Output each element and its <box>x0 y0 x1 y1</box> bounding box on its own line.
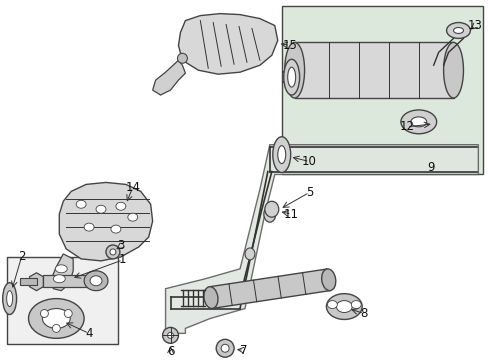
Ellipse shape <box>283 59 299 95</box>
Ellipse shape <box>272 137 290 172</box>
Bar <box>281 6 482 175</box>
Ellipse shape <box>400 110 436 134</box>
Ellipse shape <box>96 205 106 213</box>
Ellipse shape <box>264 206 275 222</box>
Ellipse shape <box>3 283 17 315</box>
Text: 14: 14 <box>125 181 140 194</box>
Ellipse shape <box>41 310 48 318</box>
Polygon shape <box>165 145 477 333</box>
Text: 13: 13 <box>467 19 482 32</box>
Ellipse shape <box>111 225 121 233</box>
Text: 1: 1 <box>119 253 126 266</box>
Ellipse shape <box>350 301 361 309</box>
Text: 11: 11 <box>284 208 299 221</box>
Ellipse shape <box>203 287 218 309</box>
Text: 10: 10 <box>302 155 316 168</box>
Polygon shape <box>51 254 73 291</box>
Ellipse shape <box>116 202 125 210</box>
Ellipse shape <box>452 27 463 33</box>
Text: 3: 3 <box>117 239 124 252</box>
Ellipse shape <box>53 275 65 283</box>
Text: 12: 12 <box>399 120 413 133</box>
Ellipse shape <box>7 291 13 307</box>
Bar <box>43 275 88 287</box>
Text: 8: 8 <box>360 307 367 320</box>
Ellipse shape <box>221 344 229 352</box>
Text: 15: 15 <box>282 39 297 52</box>
Ellipse shape <box>277 146 285 163</box>
Text: 6: 6 <box>166 345 174 358</box>
Bar <box>7 257 118 344</box>
Ellipse shape <box>327 301 337 309</box>
Text: 5: 5 <box>305 186 313 199</box>
Polygon shape <box>29 273 43 291</box>
Polygon shape <box>178 14 277 74</box>
Ellipse shape <box>336 301 351 312</box>
Ellipse shape <box>167 332 173 338</box>
Ellipse shape <box>244 248 254 260</box>
Text: 7: 7 <box>240 344 247 357</box>
Ellipse shape <box>326 294 362 319</box>
Ellipse shape <box>321 269 335 291</box>
Ellipse shape <box>284 42 304 98</box>
Ellipse shape <box>106 245 120 259</box>
Polygon shape <box>209 269 330 309</box>
Ellipse shape <box>55 265 67 273</box>
Text: 4: 4 <box>85 327 93 340</box>
Ellipse shape <box>410 117 426 127</box>
Ellipse shape <box>84 271 108 291</box>
Ellipse shape <box>84 223 94 231</box>
Bar <box>294 42 452 98</box>
Ellipse shape <box>127 213 138 221</box>
Text: 9: 9 <box>426 161 433 174</box>
Ellipse shape <box>76 200 86 208</box>
Ellipse shape <box>177 53 187 63</box>
Ellipse shape <box>42 309 70 328</box>
Ellipse shape <box>28 298 84 338</box>
Ellipse shape <box>52 324 60 332</box>
Text: 2: 2 <box>18 251 25 264</box>
Ellipse shape <box>443 42 463 98</box>
Ellipse shape <box>110 249 116 255</box>
Ellipse shape <box>162 327 178 343</box>
Ellipse shape <box>446 23 469 39</box>
Ellipse shape <box>64 310 72 318</box>
Polygon shape <box>152 60 185 95</box>
Ellipse shape <box>264 201 278 217</box>
Polygon shape <box>59 183 152 261</box>
Bar <box>20 278 38 285</box>
Ellipse shape <box>216 339 234 357</box>
Ellipse shape <box>90 276 102 286</box>
Ellipse shape <box>287 67 295 87</box>
